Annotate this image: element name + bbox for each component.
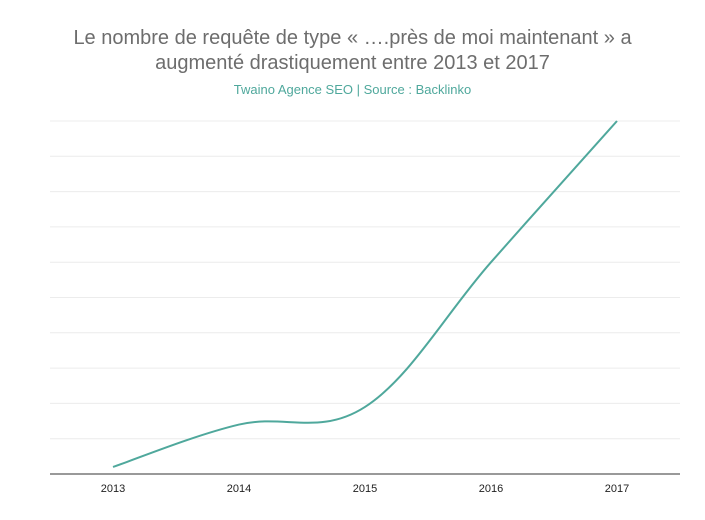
chart-title-line-2: augmenté drastiquement entre 2013 et 201…: [155, 52, 550, 74]
x-tick-labels: 2013 2014 2015 2016 2017: [101, 483, 629, 495]
grid-lines: [50, 120, 680, 440]
x-tick-label-2015: 2015: [353, 483, 377, 495]
chart-title-line-1: Le nombre de requête de type « ….près de…: [73, 27, 632, 49]
chart-title: Le nombre de requête de type « ….près de…: [0, 26, 705, 76]
chart-subtitle: Twaino Agence SEO | Source : Backlinko: [233, 82, 472, 97]
x-tick-label-2016: 2016: [479, 483, 503, 495]
x-tick-label-2017: 2017: [605, 483, 629, 495]
x-tick-label-2013: 2013: [101, 483, 125, 495]
series-layer: [112, 120, 618, 468]
series-line: [112, 120, 618, 468]
x-tick-label-2014: 2014: [227, 483, 251, 495]
